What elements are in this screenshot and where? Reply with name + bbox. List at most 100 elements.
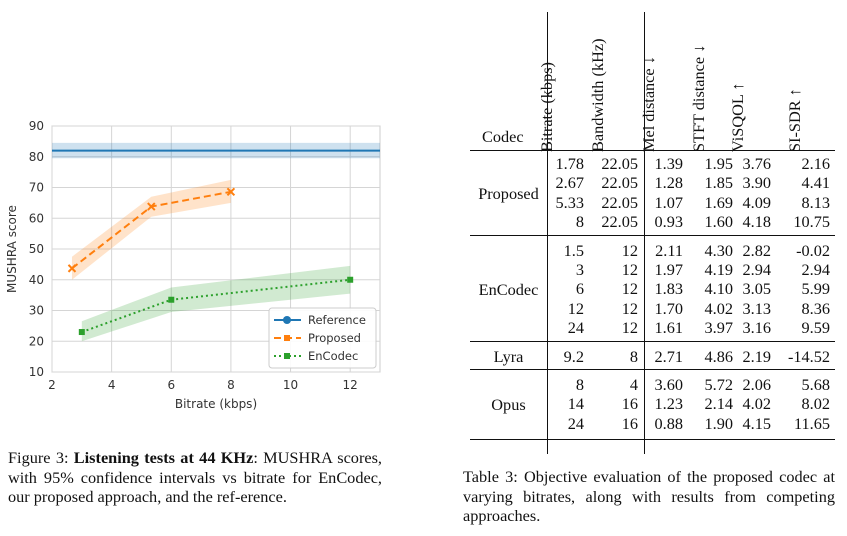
figure-caption: Figure 3: Listening tests at 44 KHz: MUS… bbox=[8, 448, 382, 507]
table-cell: 8 bbox=[575, 212, 584, 232]
table-cell: 1.83 bbox=[654, 279, 684, 299]
y-tick-label: 60 bbox=[29, 211, 44, 225]
table-cell: 1.69 bbox=[704, 192, 734, 212]
table-cell: 16 bbox=[621, 413, 638, 433]
table-cell: 16 bbox=[621, 394, 638, 414]
table-cell: 1.5 bbox=[563, 240, 584, 260]
header-2: Bandwidth (kHz) bbox=[588, 38, 607, 153]
table-cell: 2.19 bbox=[742, 346, 772, 366]
figure-caption-text: : MUSHRA scores, with 95% confidence int… bbox=[8, 448, 382, 506]
header-6: SI-SDR ↑ bbox=[785, 88, 804, 152]
table-cell: 12 bbox=[621, 298, 638, 318]
table-cell: 4.30 bbox=[704, 240, 734, 260]
table-cell: 2.11 bbox=[655, 240, 683, 260]
table-cell: 4.02 bbox=[704, 298, 734, 318]
table-cell: 12 bbox=[621, 279, 638, 299]
group-rule bbox=[470, 369, 835, 370]
table-cell: 3 bbox=[575, 260, 584, 279]
table-cell: 6 bbox=[575, 279, 584, 299]
table-cell: 24 bbox=[567, 413, 584, 433]
table-cell: 4.86 bbox=[704, 346, 734, 366]
figure-label: Figure 3: bbox=[8, 448, 69, 467]
codec-label-proposed: Proposed bbox=[478, 183, 539, 203]
y-tick-label: 50 bbox=[29, 242, 44, 256]
header-3: Mel distance ↓ bbox=[639, 56, 658, 152]
y-axis-label: MUSHRA score bbox=[5, 205, 19, 293]
header-5: ViSQOL ↑ bbox=[728, 82, 747, 152]
table-cell: 4.41 bbox=[801, 173, 831, 193]
table-cell: 9.59 bbox=[801, 318, 831, 338]
encodec-point bbox=[347, 276, 354, 283]
table-cell: 4.15 bbox=[742, 413, 772, 433]
table-cell: 22.05 bbox=[601, 212, 638, 232]
x-axis-label: Bitrate (kbps) bbox=[175, 397, 257, 411]
table-cell: 10.75 bbox=[793, 212, 830, 232]
table-cell: 4.09 bbox=[742, 192, 772, 212]
table-cell: 14 bbox=[567, 394, 584, 414]
table-cell: 2.94 bbox=[801, 260, 831, 279]
table-cell: 1.95 bbox=[704, 154, 734, 173]
legend-reference-marker bbox=[283, 316, 291, 324]
encodec-point bbox=[78, 329, 85, 336]
y-tick-label: 10 bbox=[29, 365, 44, 379]
legend-proposed-marker bbox=[284, 335, 290, 341]
table-cell: 22.05 bbox=[601, 173, 638, 193]
table-cell: 8.36 bbox=[801, 298, 831, 318]
table-cell: 4 bbox=[629, 375, 638, 394]
table-cell: 24 bbox=[567, 318, 584, 338]
table-cell: 22.05 bbox=[601, 154, 638, 173]
column-divider bbox=[644, 12, 645, 454]
y-tick-label: 70 bbox=[29, 181, 44, 195]
codec-label-encodec: EnCodec bbox=[478, 280, 539, 300]
legend bbox=[268, 307, 377, 369]
x-tick-label: 2 bbox=[48, 378, 56, 392]
proposed-point bbox=[147, 202, 156, 211]
table-cell: 12 bbox=[621, 240, 638, 260]
x-tick-label: 6 bbox=[167, 378, 175, 392]
table-cell: 8.02 bbox=[801, 394, 831, 414]
table-caption: Table 3: Objective evaluation of the pro… bbox=[463, 467, 835, 525]
column-divider bbox=[547, 12, 548, 454]
table-cell: 22.05 bbox=[601, 192, 638, 212]
table-cell: 3.13 bbox=[742, 298, 772, 318]
table-cell: 4.19 bbox=[704, 260, 734, 279]
table-cell: 9.2 bbox=[563, 346, 584, 366]
table-cell: 1.85 bbox=[704, 173, 734, 193]
table-cell: 11.65 bbox=[793, 413, 830, 433]
group-rule bbox=[470, 340, 835, 342]
table-cell: 4.10 bbox=[704, 279, 734, 299]
legend-proposed-label: Proposed bbox=[308, 331, 361, 345]
table-cell: 1.23 bbox=[654, 394, 684, 414]
y-tick-label: 20 bbox=[29, 334, 44, 348]
codec-label-opus: Opus bbox=[491, 395, 526, 415]
table-cell: 1.60 bbox=[704, 212, 734, 232]
encodec-point bbox=[168, 296, 175, 303]
table-cell: 8 bbox=[629, 346, 638, 366]
table-cell: 2.71 bbox=[654, 346, 684, 366]
table-cell: 8 bbox=[575, 375, 584, 394]
table-cell: 12 bbox=[567, 298, 584, 318]
y-tick-label: 90 bbox=[29, 119, 44, 133]
proposed-ci-band bbox=[71, 179, 231, 280]
table-cell: 2.94 bbox=[742, 260, 772, 279]
header-rule bbox=[470, 150, 835, 151]
table-cell: 1.78 bbox=[555, 154, 585, 173]
table-cell: 1.90 bbox=[704, 413, 734, 433]
y-tick-label: 80 bbox=[29, 150, 44, 164]
proposed-point bbox=[67, 264, 77, 273]
legend-encodec-label: EnCodec bbox=[308, 349, 358, 363]
table-cell: 5.33 bbox=[555, 192, 585, 212]
table-cell: 3.60 bbox=[654, 375, 684, 394]
y-tick-label: 40 bbox=[29, 273, 44, 287]
table-cell: 4.02 bbox=[742, 394, 772, 414]
table-cell: 0.88 bbox=[654, 413, 684, 433]
table-cell: 3.16 bbox=[742, 318, 772, 338]
table-cell: 12 bbox=[621, 260, 638, 279]
table-cell: 4.18 bbox=[742, 212, 772, 232]
table-cell: 3.97 bbox=[704, 318, 734, 338]
group-rule bbox=[470, 234, 835, 236]
results-table: CodecBitrate (kbps)Bandwidth (kHz)Mel di… bbox=[470, 12, 835, 454]
table-cell: 1.39 bbox=[654, 154, 684, 173]
table-cell: 3.76 bbox=[742, 154, 772, 173]
table-cell: 2.14 bbox=[704, 394, 734, 414]
